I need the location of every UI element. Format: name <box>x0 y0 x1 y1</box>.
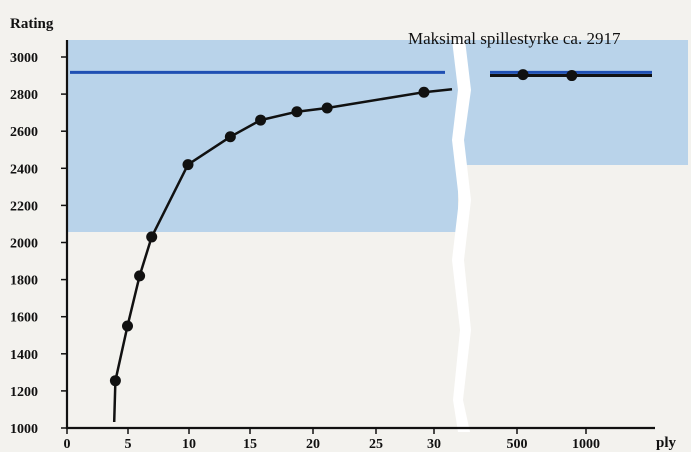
axes <box>61 40 655 434</box>
plot-panel-right <box>463 40 688 165</box>
x-tick-label: 10 <box>182 437 196 452</box>
x-tick-label: 30 <box>427 437 441 452</box>
series-group <box>109 69 652 423</box>
x-tick-label: 20 <box>306 437 320 452</box>
data-point <box>321 102 333 114</box>
data-point <box>517 69 529 81</box>
y-tick-label: 1400 <box>10 348 38 363</box>
y-tick-labels: 1000 1200 1400 1600 1800 2000 2200 2400 2600 2800… <box>10 51 38 437</box>
y-tick-label: 1800 <box>10 274 38 289</box>
x-tick-labels: 0 5 10 15 20 25 30 500 1000 <box>64 437 601 452</box>
y-tick-label: 2200 <box>10 199 38 214</box>
data-point <box>134 270 146 282</box>
x-tick-label: 25 <box>369 437 383 452</box>
axis-break-gap <box>452 40 471 432</box>
data-point <box>146 231 158 243</box>
data-point <box>566 70 578 82</box>
x-axis-title: ply <box>656 435 677 451</box>
x-tick-label: 500 <box>507 437 528 452</box>
data-point <box>418 86 430 98</box>
y-tick-label: 3000 <box>10 51 38 66</box>
plot-panel-left <box>68 40 458 232</box>
reference-line-label: Maksimal spillestyrke ca. 2917 <box>408 29 621 48</box>
y-tick-label: 2600 <box>10 125 38 140</box>
y-tick-label: 1000 <box>10 422 38 437</box>
data-point <box>224 131 236 143</box>
y-tick-label: 2800 <box>10 88 38 103</box>
data-point <box>109 375 121 387</box>
y-tick-label: 2400 <box>10 162 38 177</box>
data-point <box>255 114 267 126</box>
x-tick-label: 15 <box>243 437 257 452</box>
y-tick-label: 1600 <box>10 311 38 326</box>
series-line-pre-break <box>112 87 453 423</box>
data-point <box>122 320 133 332</box>
x-tick-label: 5 <box>125 437 132 452</box>
y-axis-title: Rating <box>10 16 54 32</box>
data-point <box>291 106 303 118</box>
y-tick-label: 1200 <box>10 385 38 400</box>
x-tick-label: 1000 <box>572 437 600 452</box>
y-tick-label: 2000 <box>10 237 38 252</box>
x-tick-label: 0 <box>64 437 71 452</box>
data-point <box>182 159 194 171</box>
